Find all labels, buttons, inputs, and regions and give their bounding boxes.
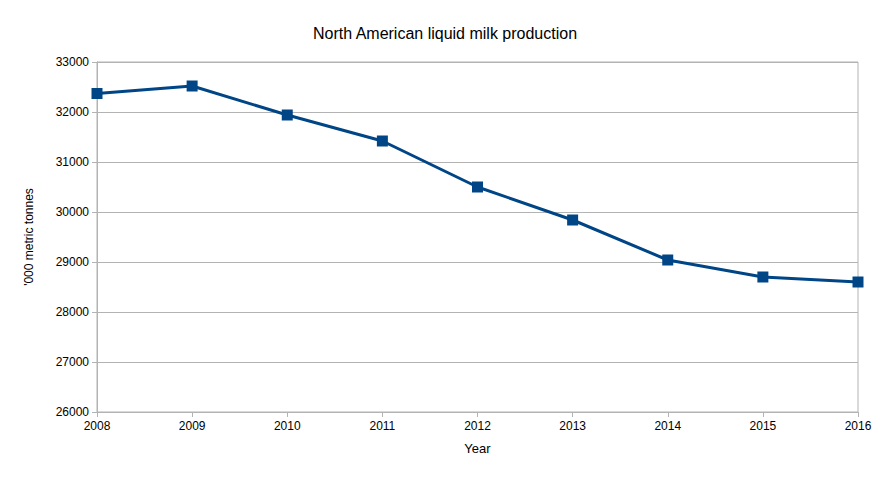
svg-text:2012: 2012	[464, 419, 491, 433]
svg-text:2009: 2009	[179, 419, 206, 433]
svg-text:33000: 33000	[56, 55, 90, 69]
svg-text:'000 metric tonnes: '000 metric tonnes	[22, 188, 36, 286]
svg-text:27000: 27000	[56, 355, 90, 369]
svg-text:North American liquid milk pro: North American liquid milk production	[313, 25, 577, 42]
svg-text:32000: 32000	[56, 105, 90, 119]
svg-text:2014: 2014	[654, 419, 681, 433]
svg-text:2015: 2015	[750, 419, 777, 433]
svg-text:29000: 29000	[56, 255, 90, 269]
svg-text:2008: 2008	[84, 419, 111, 433]
svg-text:31000: 31000	[56, 155, 90, 169]
svg-text:2016: 2016	[845, 419, 872, 433]
svg-text:26000: 26000	[56, 405, 90, 419]
svg-text:2010: 2010	[274, 419, 301, 433]
svg-text:Year: Year	[464, 441, 491, 456]
svg-text:2013: 2013	[559, 419, 586, 433]
svg-text:28000: 28000	[56, 305, 90, 319]
svg-text:30000: 30000	[56, 205, 90, 219]
svg-text:2011: 2011	[369, 419, 395, 433]
